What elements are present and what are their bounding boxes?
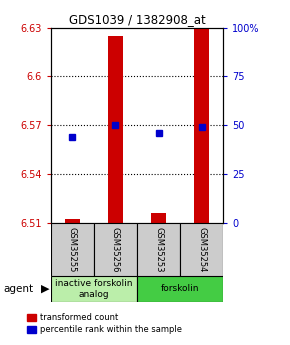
Bar [194, 28, 209, 223]
Bar [65, 219, 80, 223]
Bar [51, 223, 94, 276]
Bar [51, 276, 137, 302]
Text: GSM35256: GSM35256 [111, 227, 120, 272]
Text: inactive forskolin
analog: inactive forskolin analog [55, 279, 133, 299]
Legend: transformed count, percentile rank within the sample: transformed count, percentile rank withi… [27, 313, 182, 334]
Text: agent: agent [3, 284, 33, 294]
Text: ▶: ▶ [41, 284, 49, 294]
Bar [108, 36, 123, 223]
Bar [137, 276, 223, 302]
Bar [94, 223, 137, 276]
Bar [180, 223, 223, 276]
Text: GSM35254: GSM35254 [197, 227, 206, 272]
Title: GDS1039 / 1382908_at: GDS1039 / 1382908_at [69, 13, 205, 27]
Text: GSM35253: GSM35253 [154, 227, 163, 272]
Text: GSM35255: GSM35255 [68, 227, 77, 272]
Text: forskolin: forskolin [161, 284, 200, 294]
Bar [137, 223, 180, 276]
Bar [151, 213, 166, 223]
